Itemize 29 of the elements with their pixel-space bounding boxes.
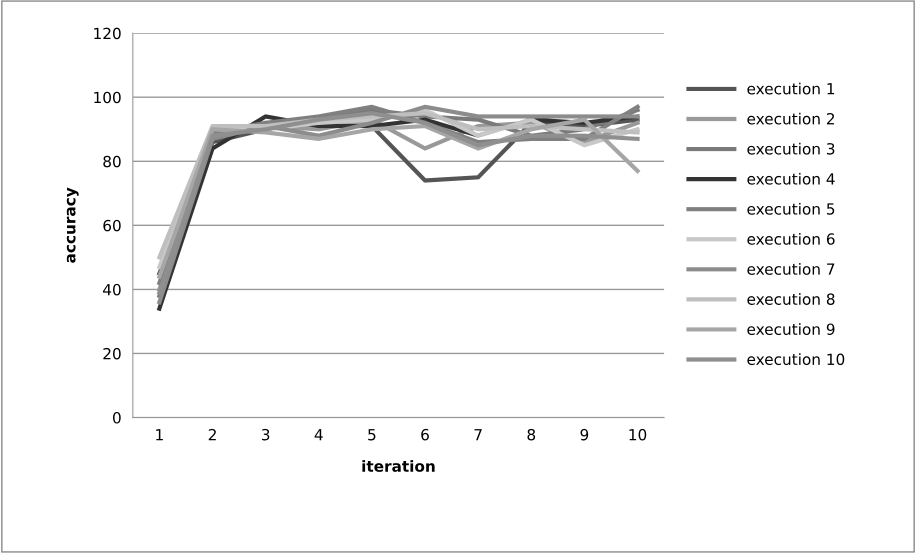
x-tick-label: 2: [208, 428, 216, 440]
y-tick-label: 20: [103, 348, 121, 360]
x-tick-label: 8: [527, 428, 536, 440]
x-axis-title: iteration: [362, 460, 435, 472]
legend-label: execution 2: [747, 112, 834, 125]
x-tick-label: 7: [474, 429, 482, 440]
legend-label: execution 6: [747, 232, 835, 245]
x-tick-label: 10: [629, 428, 646, 440]
x-tick-label: 6: [421, 428, 429, 440]
x-tick-label: 1: [156, 429, 163, 440]
x-tick-label: 3: [262, 428, 270, 440]
legend-label: execution 4: [747, 172, 835, 185]
x-tick-label: 5: [368, 429, 376, 440]
legend-label: execution 1: [747, 82, 834, 94]
legend-label: execution 9: [747, 323, 834, 336]
y-tick-label: 40: [103, 284, 121, 296]
y-tick-label: 60: [103, 220, 121, 232]
x-tick-label: 4: [314, 429, 323, 440]
legend-label: execution 3: [747, 142, 834, 155]
legend-label: execution 5: [747, 202, 834, 215]
y-tick-label: 100: [94, 92, 121, 104]
x-tick-label: 9: [580, 428, 588, 440]
y-tick-label: 120: [94, 28, 121, 40]
y-tick-label: 80: [103, 156, 121, 168]
y-tick-label: 0: [112, 412, 121, 424]
legend-label: execution 7: [747, 263, 834, 275]
legend-label: execution 10: [747, 353, 844, 366]
legend-label: execution 8: [747, 293, 835, 305]
y-axis-title: accuracy: [66, 188, 79, 263]
